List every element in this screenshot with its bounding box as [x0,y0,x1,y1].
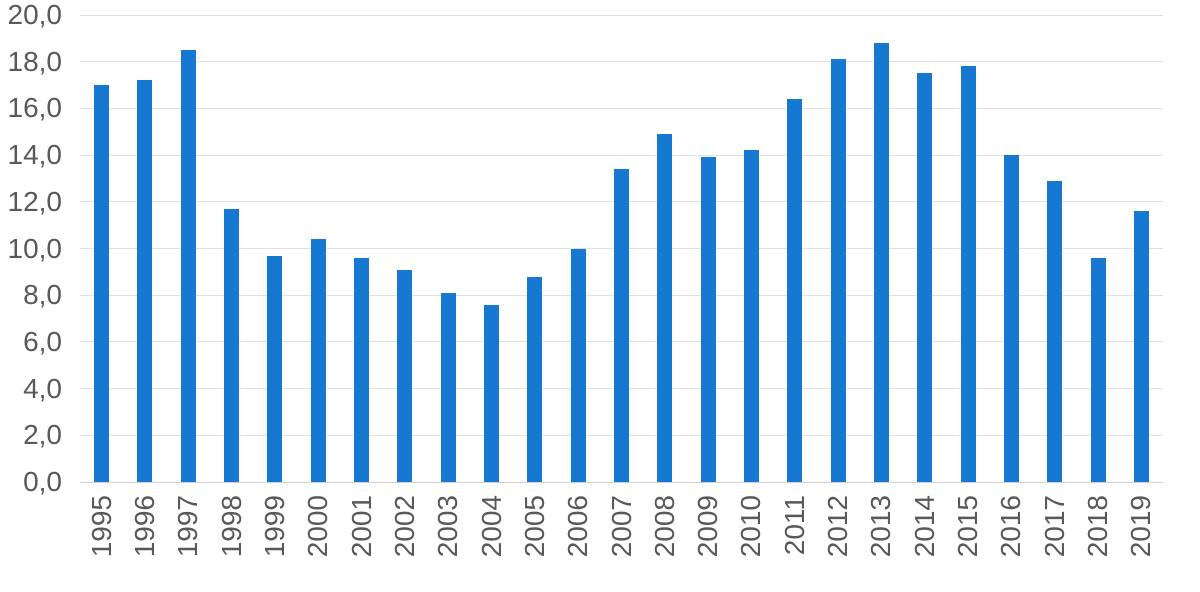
y-tick-label: 18,0 [7,45,63,77]
x-tick-label: 2019 [1125,495,1157,558]
y-tick-label: 6,0 [23,325,62,357]
x-tick-label: 2001 [345,495,377,558]
bar-2002 [397,269,413,482]
x-tick-label: 1999 [258,495,290,558]
bar-2017 [1047,180,1063,482]
bar-2006 [570,248,586,482]
y-tick-label: 10,0 [7,232,63,264]
gridline [80,14,1163,16]
y-tick-label: 12,0 [7,185,63,217]
bar-2004 [484,304,500,482]
x-tick-label: 2008 [648,495,680,558]
y-axis: 0,0 2,0 4,0 6,0 8,0 10,0 12,0 14,0 16,0 18,0 20,0 [0,1,63,496]
gridline [80,154,1163,156]
bar-2018 [1090,257,1106,482]
bar-2010 [743,150,759,482]
x-tick-label: 2003 [432,495,464,558]
x-tick-label: 1998 [215,495,247,558]
bar-2019 [1133,211,1149,482]
x-tick-label: 2018 [1082,495,1114,558]
x-tick-label: 2017 [1038,495,1070,558]
x-tick-label: 2002 [388,495,420,558]
bar-1996 [137,80,153,482]
x-axis-baseline [80,481,1163,483]
x-tick-label: 2011 [778,495,810,556]
gridline [80,107,1163,109]
x-tick-label: 2013 [865,495,897,558]
gridline [80,61,1163,63]
y-tick-label: 4,0 [23,372,62,404]
x-tick-label: 2005 [518,495,550,558]
bar-2016 [1003,155,1019,482]
bar-2009 [700,157,716,482]
x-tick-label: 2007 [605,495,637,558]
bar-2003 [440,292,456,482]
x-tick-label: 2000 [302,495,334,558]
x-tick-label: 2004 [475,495,507,558]
x-axis: 1995 1996 1997 1998 1999 2000 2001 2002 2003 2004… [80,482,1163,592]
bar-1998 [224,208,240,482]
bar-2011 [787,99,803,482]
bar-2007 [614,169,629,482]
bar-1999 [267,255,283,482]
y-tick-label: 8,0 [23,279,62,311]
x-tick-label: 2014 [908,495,940,558]
x-tick-label: 2010 [735,495,767,558]
y-tick-label: 14,0 [7,139,63,171]
y-tick-label: 20,0 [7,0,63,30]
bar-1995 [94,85,110,482]
x-tick-label: 1996 [128,495,160,558]
x-tick-label: 2012 [822,495,854,558]
bar-2000 [310,239,326,482]
bar-2008 [657,134,673,482]
x-tick-label: 2015 [952,495,984,558]
y-tick-label: 0,0 [23,466,62,497]
x-tick-label: 2006 [562,495,594,558]
bar-2005 [527,276,543,482]
bar-2001 [354,257,370,482]
x-tick-label: 2016 [995,495,1027,558]
bar-1997 [180,50,196,482]
bar-2015 [960,66,976,482]
y-tick-label: 2,0 [23,419,62,451]
x-tick-label: 1997 [172,495,204,558]
bar-2012 [830,59,846,482]
x-tick-label: 1995 [85,495,117,558]
bar-2014 [917,73,933,482]
x-tick-label: 2009 [692,495,724,558]
plot-area [80,14,1163,483]
y-tick-label: 16,0 [7,92,63,124]
bar-2013 [873,43,889,482]
